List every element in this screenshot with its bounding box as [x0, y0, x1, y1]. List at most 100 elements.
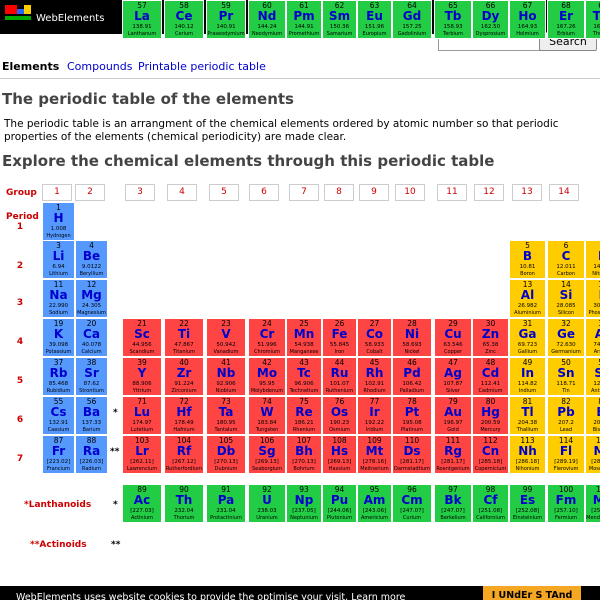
element-cell-re[interactable]: 75 Re 186.21 Rhenium [286, 396, 322, 435]
element-cell-mn[interactable]: 25 Mn 54.938 Manganese [286, 318, 322, 357]
element-cell-ce[interactable]: 58 Ce 140.12 Cerium [164, 0, 204, 39]
brand-name[interactable]: WebElements [36, 13, 105, 24]
element-cell-zr[interactable]: 40 Zr 91.224 Zirconium [164, 357, 204, 396]
group-header-9[interactable]: 9 [359, 184, 389, 201]
element-cell-fe[interactable]: 26 Fe 55.845 Iron [322, 318, 357, 357]
element-cell-si[interactable]: 14 Si 28.085 Silicon [547, 279, 585, 318]
element-cell-cu[interactable]: 29 Cu 63.546 Copper [434, 318, 472, 357]
nav-printable-periodic-table[interactable]: Printable periodic table [138, 60, 266, 73]
element-cell-th[interactable]: 90 Th 232.04 Thorium [164, 484, 204, 523]
element-cell-tc[interactable]: 43 Tc 96.906 Technetium [286, 357, 322, 396]
element-cell-bi[interactable]: 83Bi208.98Bismuth [585, 396, 600, 435]
element-cell-ac[interactable]: 89 Ac [227.03] Actinium [122, 484, 162, 523]
element-cell-pb[interactable]: 82 Pb 207.2 Lead [547, 396, 585, 435]
element-cell-p[interactable]: 15P30.974Phosphorus [585, 279, 600, 318]
element-cell-pm[interactable]: 61 Pm 144.91 Promethium [286, 0, 322, 39]
element-cell-ni[interactable]: 28 Ni 58.693 Nickel [392, 318, 432, 357]
group-header-1[interactable]: 1 [42, 184, 72, 201]
element-cell-rh[interactable]: 45 Rh 102.91 Rhodium [357, 357, 392, 396]
element-cell-md[interactable]: 101Md[258.10]Mendelevium [585, 484, 600, 523]
element-cell-fr[interactable]: 87 Fr [223.02] Francium [42, 435, 75, 474]
element-cell-la[interactable]: 57 La 138.91 Lanthanum [122, 0, 162, 39]
element-cell-na[interactable]: 11 Na 22.990 Sodium [42, 279, 75, 318]
element-cell-nb[interactable]: 41 Nb 92.906 Niobium [206, 357, 246, 396]
element-cell-ra[interactable]: 88 Ra [226.03] Radium [75, 435, 108, 474]
element-cell-ga[interactable]: 31 Ga 69.723 Gallium [509, 318, 546, 357]
element-cell-pu[interactable]: 94 Pu [244.06] Plutonium [322, 484, 357, 523]
element-cell-au[interactable]: 79 Au 196.97 Gold [434, 396, 472, 435]
element-cell-hg[interactable]: 80 Hg 200.59 Mercury [472, 396, 509, 435]
element-cell-es[interactable]: 99 Es [252.08] Einsteinium [509, 484, 546, 523]
element-cell-n[interactable]: 7N14.007Nitrogen [585, 240, 600, 279]
element-cell-ho[interactable]: 67 Ho 164.93 Holmium [509, 0, 546, 39]
element-cell-y[interactable]: 39 Y 88.906 Yttrium [122, 357, 162, 396]
element-cell-eu[interactable]: 63 Eu 151.96 Europium [357, 0, 392, 39]
element-cell-cd[interactable]: 48 Cd 112.41 Cadmium [472, 357, 509, 396]
element-cell-er[interactable]: 68 Er 167.26 Erbium [547, 0, 585, 39]
element-cell-ti[interactable]: 22 Ti 47.867 Titanium [164, 318, 204, 357]
element-cell-be[interactable]: 4 Be 9.0122 Beryllium [75, 240, 108, 279]
element-cell-in[interactable]: 49 In 114.82 Indium [509, 357, 546, 396]
element-cell-sb[interactable]: 51Sb121.76Antimony [585, 357, 600, 396]
group-header-11[interactable]: 11 [437, 184, 467, 201]
element-cell-cn[interactable]: 112 Cn [285.18] Copernicium [472, 435, 509, 474]
element-cell-ds[interactable]: 110 Ds [281.17] Darmstadtium [392, 435, 432, 474]
group-header-12[interactable]: 12 [474, 184, 504, 201]
element-cell-lu[interactable]: 71 Lu 174.97 Lutetium [122, 396, 162, 435]
element-cell-nh[interactable]: 113 Nh [286.18] Nihonium [509, 435, 546, 474]
element-cell-cf[interactable]: 98 Cf [251.08] Californium [472, 484, 509, 523]
element-cell-hs[interactable]: 108 Hs [269.13] Hassium [322, 435, 357, 474]
element-cell-as[interactable]: 33As74.922Arsenic [585, 318, 600, 357]
group-header-13[interactable]: 13 [512, 184, 542, 201]
element-cell-b[interactable]: 5 B 10.81 Boron [509, 240, 546, 279]
element-cell-li[interactable]: 3 Li 6.94 Lithium [42, 240, 75, 279]
element-cell-sr[interactable]: 38 Sr 87.62 Strontium [75, 357, 108, 396]
element-cell-ir[interactable]: 77 Ir 192.22 Iridium [357, 396, 392, 435]
element-cell-np[interactable]: 93 Np [237.05] Neptunium [286, 484, 322, 523]
element-cell-k[interactable]: 19 K 39.098 Potassium [42, 318, 75, 357]
element-cell-pt[interactable]: 78 Pt 195.08 Platinum [392, 396, 432, 435]
element-cell-ca[interactable]: 20 Ca 40.078 Calcium [75, 318, 108, 357]
nav-elements[interactable]: Elements [2, 60, 60, 73]
element-cell-tb[interactable]: 65 Tb 158.93 Terbium [434, 0, 472, 39]
element-cell-rg[interactable]: 111 Rg [281.17] Roentgenium [434, 435, 472, 474]
element-cell-ag[interactable]: 47 Ag 107.87 Silver [434, 357, 472, 396]
element-cell-sc[interactable]: 21 Sc 44.956 Scandium [122, 318, 162, 357]
element-cell-cs[interactable]: 55 Cs 132.91 Caesium [42, 396, 75, 435]
element-cell-co[interactable]: 27 Co 58.933 Cobalt [357, 318, 392, 357]
group-header-4[interactable]: 4 [167, 184, 197, 201]
element-cell-u[interactable]: 92 U 238.03 Uranium [248, 484, 286, 523]
element-cell-lr[interactable]: 103 Lr [262.11] Lawrencium [122, 435, 162, 474]
group-header-3[interactable]: 3 [125, 184, 155, 201]
element-cell-fl[interactable]: 114 Fl [289.19] Flerovium [547, 435, 585, 474]
element-cell-bk[interactable]: 97 Bk [247.07] Berkelium [434, 484, 472, 523]
element-cell-mc[interactable]: 115Mc[289.20]Moscovium [585, 435, 600, 474]
group-header-5[interactable]: 5 [209, 184, 239, 201]
element-cell-cm[interactable]: 96 Cm [247.07] Curium [392, 484, 432, 523]
element-cell-al[interactable]: 13 Al 26.982 Aluminium [509, 279, 546, 318]
element-cell-pa[interactable]: 91 Pa 231.04 Protactinium [206, 484, 246, 523]
element-cell-bh[interactable]: 107 Bh [270.13] Bohrium [286, 435, 322, 474]
element-cell-db[interactable]: 105 Db [270.13] Dubnium [206, 435, 246, 474]
group-header-8[interactable]: 8 [324, 184, 354, 201]
nav-compounds[interactable]: Compounds [67, 60, 133, 73]
element-cell-mt[interactable]: 109 Mt [278.16] Meitnerium [357, 435, 392, 474]
element-cell-tl[interactable]: 81 Tl 204.38 Thallium [509, 396, 546, 435]
element-cell-hf[interactable]: 72 Hf 178.49 Hafnium [164, 396, 204, 435]
group-header-2[interactable]: 2 [75, 184, 105, 201]
cookie-accept-button[interactable]: I UNdEr S TAnd [483, 586, 581, 600]
group-header-10[interactable]: 10 [395, 184, 425, 201]
element-cell-sn[interactable]: 50 Sn 118.71 Tin [547, 357, 585, 396]
element-cell-fm[interactable]: 100 Fm [257.10] Fermium [547, 484, 585, 523]
element-cell-w[interactable]: 74 W 183.84 Tungsten [248, 396, 286, 435]
element-cell-pr[interactable]: 59 Pr 140.91 Praseodymium [206, 0, 246, 39]
element-cell-ta[interactable]: 73 Ta 180.95 Tantalum [206, 396, 246, 435]
element-cell-rb[interactable]: 37 Rb 85.468 Rubidium [42, 357, 75, 396]
element-cell-rf[interactable]: 104 Rf [267.12] Rutherfordium [164, 435, 204, 474]
element-cell-sm[interactable]: 62 Sm 150.36 Samarium [322, 0, 357, 39]
element-cell-ge[interactable]: 32 Ge 72.630 Germanium [547, 318, 585, 357]
element-cell-h[interactable]: 1 H 1.008 Hydrogen [42, 202, 75, 241]
element-cell-gd[interactable]: 64 Gd 157.25 Gadolinium [392, 0, 432, 39]
cookie-learn-more-link[interactable]: Learn more [351, 592, 406, 603]
element-cell-os[interactable]: 76 Os 190.23 Osmium [322, 396, 357, 435]
